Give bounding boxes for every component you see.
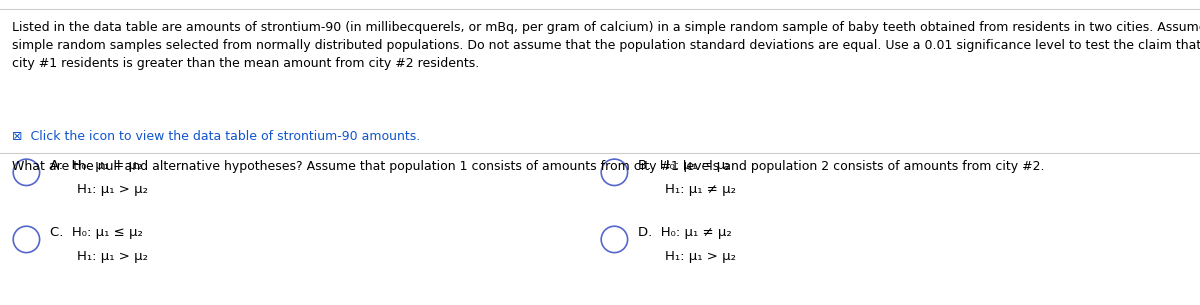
Text: H₁: μ₁ > μ₂: H₁: μ₁ > μ₂ — [665, 250, 736, 263]
Text: B.  H₀: μ₁ = μ₂: B. H₀: μ₁ = μ₂ — [638, 159, 731, 172]
Text: H₁: μ₁ > μ₂: H₁: μ₁ > μ₂ — [77, 250, 148, 263]
Text: H₁: μ₁ ≠ μ₂: H₁: μ₁ ≠ μ₂ — [665, 183, 736, 196]
Text: ⊠  Click the icon to view the data table of strontium-90 amounts.: ⊠ Click the icon to view the data table … — [12, 130, 420, 143]
Text: A.  H₀: μ₁ = μ₂: A. H₀: μ₁ = μ₂ — [50, 159, 143, 172]
Text: H₁: μ₁ > μ₂: H₁: μ₁ > μ₂ — [77, 183, 148, 196]
Text: What are the null and alternative hypotheses? Assume that population 1 consists : What are the null and alternative hypoth… — [12, 160, 1044, 173]
Text: Listed in the data table are amounts of strontium-90 (in millibecquerels, or mBq: Listed in the data table are amounts of … — [12, 21, 1200, 70]
Text: D.  H₀: μ₁ ≠ μ₂: D. H₀: μ₁ ≠ μ₂ — [638, 226, 732, 239]
Text: C.  H₀: μ₁ ≤ μ₂: C. H₀: μ₁ ≤ μ₂ — [50, 226, 143, 239]
